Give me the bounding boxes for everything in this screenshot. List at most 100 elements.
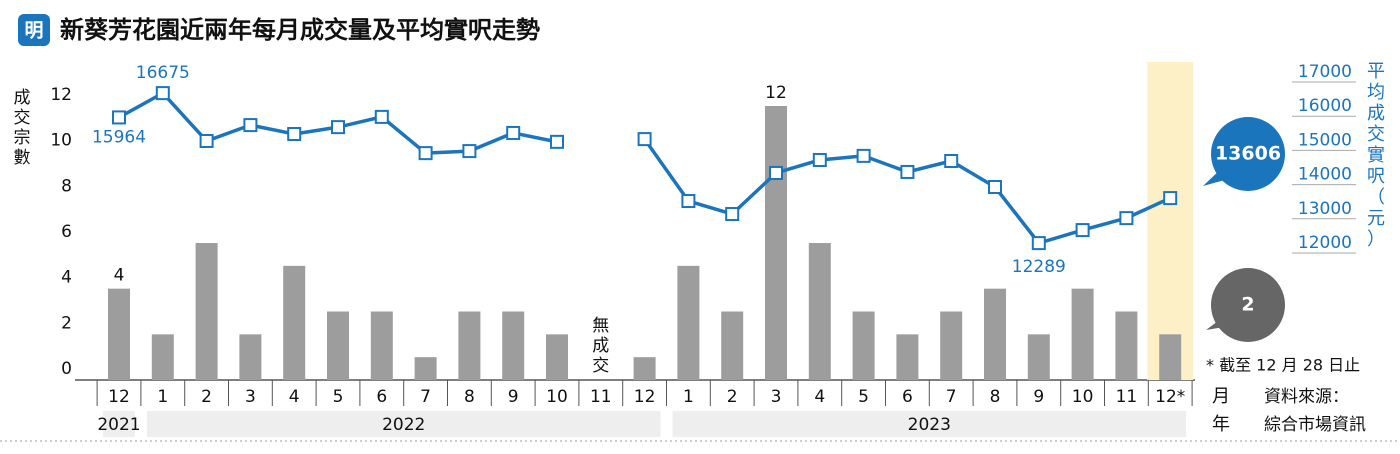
bar (896, 334, 919, 380)
bar (940, 311, 963, 380)
bar (239, 334, 262, 380)
bar (852, 311, 875, 380)
month-label: 月 (1212, 386, 1230, 407)
highlight (1147, 62, 1194, 380)
marker (550, 134, 564, 149)
marker (287, 126, 302, 141)
marker (944, 154, 959, 169)
y-axis-title-char: 數 (14, 148, 31, 168)
marker (725, 207, 740, 222)
y-tick-label: 6 (61, 222, 72, 242)
x-tick-label: 3 (771, 387, 782, 407)
data-label-char: 無 (592, 316, 609, 336)
bar (370, 311, 393, 380)
y-tick-label: 10 (50, 131, 72, 151)
bar (1159, 334, 1182, 380)
marker (812, 152, 827, 167)
y2-axis-title-char: 平 (1367, 61, 1385, 82)
y-axis-title-char: 宗 (14, 128, 31, 148)
x-tick-label: 5 (333, 387, 344, 407)
source-label: 資料來源： (1264, 387, 1349, 407)
logo-box (18, 14, 50, 46)
logo: 明 (24, 20, 43, 42)
x-tick-label: 12 (108, 387, 130, 407)
marker (418, 146, 433, 161)
x-tick-label: 4 (289, 387, 300, 407)
callout (1211, 117, 1285, 191)
marker (1031, 236, 1046, 251)
marker (374, 109, 389, 124)
x-tick-label: 2 (201, 387, 212, 407)
bar (195, 243, 218, 380)
y2-tick-label: 17000 (1298, 62, 1352, 82)
line (643, 138, 1171, 245)
marker (199, 133, 214, 148)
marker (856, 148, 871, 163)
x-tick-label: 3 (245, 387, 256, 407)
year-label: 2023 (908, 415, 951, 435)
y2-axis-title-char: 成 (1367, 103, 1385, 124)
marker (112, 110, 126, 125)
bar (327, 311, 349, 380)
y2-axis-title-char: 呎 (1367, 166, 1385, 187)
year-label: 2022 (382, 415, 425, 435)
x-tick-label: 11 (590, 387, 612, 407)
bar (1027, 334, 1050, 380)
data-label: 4 (114, 266, 125, 286)
x-tick-label: 2 (727, 387, 738, 407)
marker (331, 120, 345, 135)
bar (502, 311, 525, 380)
year-band (672, 411, 1187, 437)
y2-axis-title-char: 交 (1367, 124, 1385, 145)
bar (677, 265, 700, 380)
marker (506, 125, 521, 140)
data-label: 16675 (136, 63, 190, 83)
y-axis-title-char: 成 (14, 88, 31, 108)
y2-axis-title-char: ） (1367, 229, 1385, 250)
x-tick-label: 10 (1072, 387, 1094, 407)
marker (1119, 211, 1134, 226)
data-label-char: 交 (592, 356, 609, 376)
bar (984, 288, 1006, 380)
x-tick-label: 12 (634, 387, 656, 407)
x-tick-label: 4 (814, 387, 825, 407)
marker (637, 132, 652, 147)
bar (721, 311, 744, 380)
bar (765, 106, 787, 380)
marker (1075, 223, 1090, 238)
bar (808, 243, 831, 380)
marker (900, 164, 915, 179)
y2-axis-title-char: 均 (1367, 82, 1385, 103)
x-tick-label: 5 (858, 387, 869, 407)
source: 綜合市場資訊 (1264, 415, 1366, 435)
bar (1115, 311, 1138, 380)
x-tick-label: 10 (546, 387, 568, 407)
marker (681, 194, 696, 209)
x-tick-label: 9 (1033, 387, 1044, 407)
x-tick-label: 7 (420, 387, 431, 407)
bar (1071, 288, 1094, 380)
year-label: 2021 (97, 415, 140, 435)
x-tick-label: 1 (157, 387, 168, 407)
x-tick-label: 12* (1155, 387, 1185, 407)
data-label: 12289 (1012, 257, 1066, 277)
data-label: 無成交 (592, 316, 609, 376)
data-label: 12 (765, 83, 787, 103)
y-tick-label: 4 (61, 268, 72, 288)
bar (546, 334, 568, 380)
callout (1211, 268, 1285, 342)
note: * 截至 12 月 28 日止 (1206, 356, 1360, 375)
y2-axis-title-char: 元 (1367, 208, 1385, 229)
year-band (146, 411, 661, 437)
y2-tick-label: 13000 (1298, 199, 1352, 219)
y2-tick-label: 15000 (1298, 130, 1352, 150)
x-tick-label: 8 (464, 387, 475, 407)
y2-axis-title-char: 實 (1367, 145, 1385, 166)
marker (988, 179, 1002, 194)
data-label: 2 (1241, 294, 1254, 316)
y2-tick-label: 12000 (1298, 233, 1352, 253)
x-tick-label: 11 (1116, 387, 1138, 407)
marker (155, 86, 170, 101)
